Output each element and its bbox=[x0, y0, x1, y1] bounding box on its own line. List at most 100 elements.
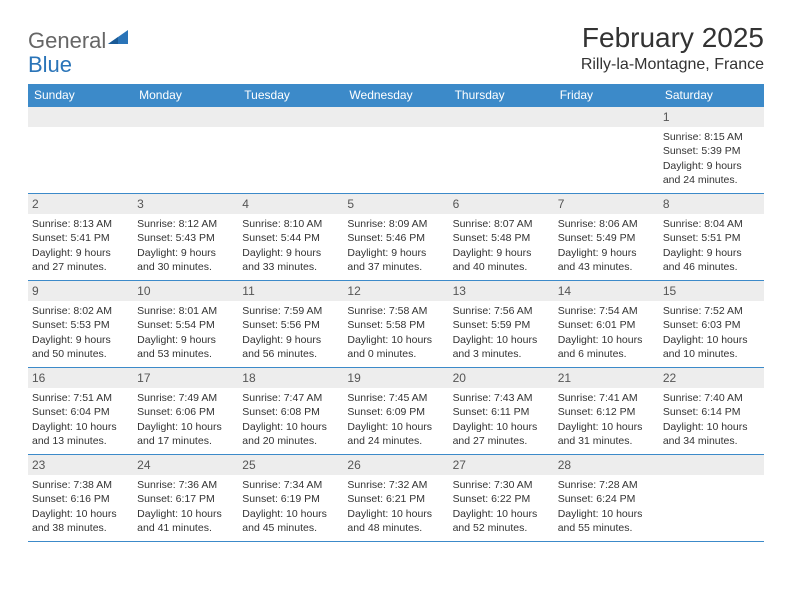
day-info-line: Sunset: 5:48 PM bbox=[453, 231, 550, 245]
day-cell: 9Sunrise: 8:02 AMSunset: 5:53 PMDaylight… bbox=[28, 281, 133, 367]
weekday-header: Monday bbox=[133, 84, 238, 107]
day-info-line: Daylight: 10 hours and 45 minutes. bbox=[242, 507, 339, 535]
weeks-container: 1Sunrise: 8:15 AMSunset: 5:39 PMDaylight… bbox=[28, 107, 764, 542]
week-row: 9Sunrise: 8:02 AMSunset: 5:53 PMDaylight… bbox=[28, 281, 764, 368]
day-number: 20 bbox=[449, 368, 554, 388]
day-body: Sunrise: 7:43 AMSunset: 6:11 PMDaylight:… bbox=[453, 391, 550, 448]
day-info-line: Sunrise: 8:06 AM bbox=[558, 217, 655, 231]
day-info-line: Sunset: 6:22 PM bbox=[453, 492, 550, 506]
day-number: 2 bbox=[28, 194, 133, 214]
logo-text-2: Blue bbox=[28, 52, 72, 78]
day-number: 14 bbox=[554, 281, 659, 301]
day-body: Sunrise: 8:09 AMSunset: 5:46 PMDaylight:… bbox=[347, 217, 444, 274]
day-body: Sunrise: 7:36 AMSunset: 6:17 PMDaylight:… bbox=[137, 478, 234, 535]
day-cell: 22Sunrise: 7:40 AMSunset: 6:14 PMDayligh… bbox=[659, 368, 764, 454]
day-info-line: Sunset: 5:56 PM bbox=[242, 318, 339, 332]
day-cell: 15Sunrise: 7:52 AMSunset: 6:03 PMDayligh… bbox=[659, 281, 764, 367]
day-cell: 27 Sunrise: 7:30 AMSunset: 6:22 PMDayligh… bbox=[449, 455, 554, 541]
day-info-line: Daylight: 10 hours and 48 minutes. bbox=[347, 507, 444, 535]
logo: General bbox=[28, 22, 128, 54]
weekday-header: Saturday bbox=[659, 84, 764, 107]
day-info-line: Daylight: 10 hours and 3 minutes. bbox=[453, 333, 550, 361]
weekday-header: Friday bbox=[554, 84, 659, 107]
week-row: 23Sunrise: 7:38 AMSunset: 6:16 PMDayligh… bbox=[28, 455, 764, 542]
day-info-line: Sunset: 5:43 PM bbox=[137, 231, 234, 245]
day-cell: 4Sunrise: 8:10 AMSunset: 5:44 PMDaylight… bbox=[238, 194, 343, 280]
day-cell: 23Sunrise: 7:38 AMSunset: 6:16 PMDayligh… bbox=[28, 455, 133, 541]
day-info-line: Sunrise: 7:49 AM bbox=[137, 391, 234, 405]
day-info-line: Sunrise: 7:32 AM bbox=[347, 478, 444, 492]
day-body: Sunrise: 8:01 AMSunset: 5:54 PMDaylight:… bbox=[137, 304, 234, 361]
day-body: Sunrise: 7:45 AMSunset: 6:09 PMDaylight:… bbox=[347, 391, 444, 448]
day-number: 27 bbox=[449, 455, 554, 475]
day-number: 21 bbox=[554, 368, 659, 388]
weekday-header: Sunday bbox=[28, 84, 133, 107]
day-info-line: Daylight: 10 hours and 38 minutes. bbox=[32, 507, 129, 535]
day-cell: 12Sunrise: 7:58 AMSunset: 5:58 PMDayligh… bbox=[343, 281, 448, 367]
day-info-line: Daylight: 9 hours and 27 minutes. bbox=[32, 246, 129, 274]
week-row: 2Sunrise: 8:13 AMSunset: 5:41 PMDaylight… bbox=[28, 194, 764, 281]
day-info-line: Sunset: 6:11 PM bbox=[453, 405, 550, 419]
day-number: 10 bbox=[133, 281, 238, 301]
day-body: Sunrise: 7:30 AMSunset: 6:22 PMDaylight:… bbox=[453, 478, 550, 535]
day-info-line: Sunrise: 8:10 AM bbox=[242, 217, 339, 231]
day-body: Sunrise: 7:54 AMSunset: 6:01 PMDaylight:… bbox=[558, 304, 655, 361]
day-info-line: Daylight: 9 hours and 24 minutes. bbox=[663, 159, 760, 187]
day-info-line: Sunset: 6:08 PM bbox=[242, 405, 339, 419]
day-info-line: Sunrise: 8:04 AM bbox=[663, 217, 760, 231]
day-cell-empty bbox=[28, 107, 133, 193]
day-body: Sunrise: 8:12 AMSunset: 5:43 PMDaylight:… bbox=[137, 217, 234, 274]
day-number bbox=[133, 107, 238, 127]
day-number bbox=[343, 107, 448, 127]
day-info-line: Daylight: 10 hours and 0 minutes. bbox=[347, 333, 444, 361]
weekday-header: Thursday bbox=[449, 84, 554, 107]
day-info-line: Daylight: 10 hours and 20 minutes. bbox=[242, 420, 339, 448]
day-cell: 25Sunrise: 7:34 AMSunset: 6:19 PMDayligh… bbox=[238, 455, 343, 541]
day-info-line: Sunset: 6:06 PM bbox=[137, 405, 234, 419]
day-number: 12 bbox=[343, 281, 448, 301]
day-info-line: Sunset: 6:17 PM bbox=[137, 492, 234, 506]
day-number: 22 bbox=[659, 368, 764, 388]
day-info-line: Sunrise: 8:01 AM bbox=[137, 304, 234, 318]
day-cell-empty bbox=[659, 455, 764, 541]
day-info-line: Sunset: 6:14 PM bbox=[663, 405, 760, 419]
day-info-line: Daylight: 10 hours and 55 minutes. bbox=[558, 507, 655, 535]
day-body: Sunrise: 7:51 AMSunset: 6:04 PMDaylight:… bbox=[32, 391, 129, 448]
day-info-line: Sunrise: 7:54 AM bbox=[558, 304, 655, 318]
day-info-line: Sunset: 6:03 PM bbox=[663, 318, 760, 332]
day-info-line: Daylight: 9 hours and 50 minutes. bbox=[32, 333, 129, 361]
day-body: Sunrise: 7:34 AMSunset: 6:19 PMDaylight:… bbox=[242, 478, 339, 535]
day-number: 16 bbox=[28, 368, 133, 388]
day-cell: 3Sunrise: 8:12 AMSunset: 5:43 PMDaylight… bbox=[133, 194, 238, 280]
day-cell-empty bbox=[133, 107, 238, 193]
day-info-line: Sunset: 5:58 PM bbox=[347, 318, 444, 332]
day-info-line: Sunrise: 7:34 AM bbox=[242, 478, 339, 492]
logo-text-1: General bbox=[28, 28, 106, 54]
calendar-page: General February 2025 Rilly-la-Montagne,… bbox=[0, 0, 792, 558]
week-row: 1Sunrise: 8:15 AMSunset: 5:39 PMDaylight… bbox=[28, 107, 764, 194]
day-cell: 16 Sunrise: 7:51 AMSunset: 6:04 PMDayligh… bbox=[28, 368, 133, 454]
day-info-line: Sunset: 5:49 PM bbox=[558, 231, 655, 245]
day-cell: 13Sunrise: 7:56 AMSunset: 5:59 PMDayligh… bbox=[449, 281, 554, 367]
day-number: 8 bbox=[659, 194, 764, 214]
day-cell: 24Sunrise: 7:36 AMSunset: 6:17 PMDayligh… bbox=[133, 455, 238, 541]
day-number: 23 bbox=[28, 455, 133, 475]
day-body: Sunrise: 7:32 AMSunset: 6:21 PMDaylight:… bbox=[347, 478, 444, 535]
day-number bbox=[449, 107, 554, 127]
day-info-line: Sunrise: 7:56 AM bbox=[453, 304, 550, 318]
day-cell: 14 Sunrise: 7:54 AMSunset: 6:01 PMDayligh… bbox=[554, 281, 659, 367]
day-body: Sunrise: 7:59 AMSunset: 5:56 PMDaylight:… bbox=[242, 304, 339, 361]
day-info-line: Sunset: 6:12 PM bbox=[558, 405, 655, 419]
day-cell: 2Sunrise: 8:13 AMSunset: 5:41 PMDaylight… bbox=[28, 194, 133, 280]
day-cell: 21Sunrise: 7:41 AMSunset: 6:12 PMDayligh… bbox=[554, 368, 659, 454]
day-cell: 5Sunrise: 8:09 AMSunset: 5:46 PMDaylight… bbox=[343, 194, 448, 280]
day-info-line: Daylight: 9 hours and 43 minutes. bbox=[558, 246, 655, 274]
day-cell: 17Sunrise: 7:49 AMSunset: 6:06 PMDayligh… bbox=[133, 368, 238, 454]
day-cell-empty bbox=[554, 107, 659, 193]
day-info-line: Sunset: 5:44 PM bbox=[242, 231, 339, 245]
day-number: 17 bbox=[133, 368, 238, 388]
day-info-line: Sunset: 6:01 PM bbox=[558, 318, 655, 332]
day-cell: 18Sunrise: 7:47 AMSunset: 6:08 PMDayligh… bbox=[238, 368, 343, 454]
day-number: 9 bbox=[28, 281, 133, 301]
day-info-line: Sunrise: 7:52 AM bbox=[663, 304, 760, 318]
